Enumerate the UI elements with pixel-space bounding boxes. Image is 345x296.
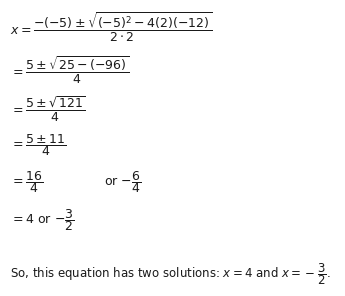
Text: $= \dfrac{16}{4}$: $= \dfrac{16}{4}$ bbox=[10, 169, 43, 195]
Text: $= \dfrac{5 \pm \sqrt{121}}{4}$: $= \dfrac{5 \pm \sqrt{121}}{4}$ bbox=[10, 94, 86, 124]
Text: $= 4$ or $-\dfrac{3}{2}$: $= 4$ or $-\dfrac{3}{2}$ bbox=[10, 207, 75, 233]
Text: $x = \dfrac{-(-5) \pm \sqrt{(-5)^2 - 4(2)(-12)}}{2 \cdot 2}$: $x = \dfrac{-(-5) \pm \sqrt{(-5)^2 - 4(2… bbox=[10, 10, 213, 44]
Text: So, this equation has two solutions: $x = 4$ and $x = -\dfrac{3}{2}$.: So, this equation has two solutions: $x … bbox=[10, 261, 331, 287]
Text: or $-\dfrac{6}{4}$: or $-\dfrac{6}{4}$ bbox=[104, 169, 141, 195]
Text: $= \dfrac{5 \pm 11}{4}$: $= \dfrac{5 \pm 11}{4}$ bbox=[10, 132, 67, 158]
Text: $= \dfrac{5 \pm \sqrt{25 - (-96)}}{4}$: $= \dfrac{5 \pm \sqrt{25 - (-96)}}{4}$ bbox=[10, 55, 129, 86]
